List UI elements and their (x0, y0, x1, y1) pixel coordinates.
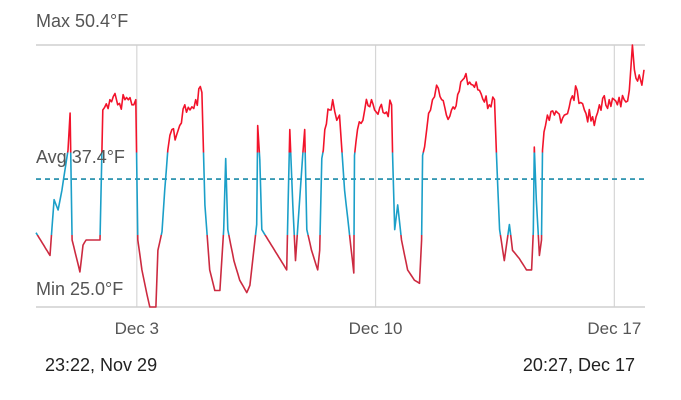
x-tick-label: Dec 3 (114, 319, 160, 338)
avg-label: Avg 37.4°F (36, 147, 125, 167)
temperature-line (35, 44, 645, 308)
min-label: Min 25.0°F (36, 279, 124, 299)
max-label: Max 50.4°F (36, 11, 129, 31)
start-time-label: 23:22, Nov 29 (45, 355, 158, 375)
end-time-label: 20:27, Dec 17 (522, 355, 635, 375)
x-tick-label: Dec 17 (587, 319, 642, 338)
x-tick-label: Dec 10 (348, 319, 403, 338)
